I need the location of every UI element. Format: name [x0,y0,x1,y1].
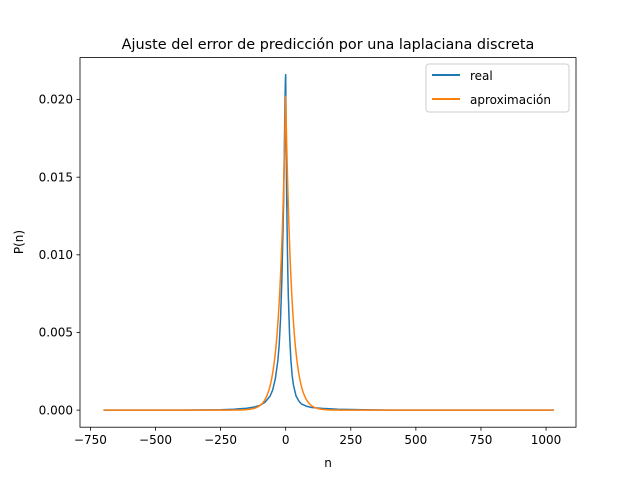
y-tick-label: 0.010 [39,248,73,262]
x-tick-label: 500 [404,433,427,447]
x-tick-label: 250 [339,433,362,447]
x-tick-label: 750 [470,433,493,447]
legend-label-real: real [470,69,493,83]
x-tick-label: −250 [204,433,237,447]
x-axis-label: n [324,456,332,470]
y-tick-label: 0.000 [39,403,73,417]
legend: real aproximación [425,63,570,113]
x-tick-label: −500 [139,433,172,447]
y-tick-label: 0.015 [39,170,73,184]
y-tick-label: 0.005 [39,326,73,340]
series-aproximacion-line [102,95,555,411]
series-layer [102,73,555,411]
series-real-line [103,73,554,411]
y-axis: 0.000 0.005 0.010 0.015 0.020 [39,93,80,417]
y-axis-label: P(n) [12,230,26,254]
x-tick-label: −750 [74,433,107,447]
y-tick-label: 0.020 [39,93,73,107]
legend-label-aproximacion: aproximación [470,93,551,107]
chart-title: Ajuste del error de predicción por una l… [122,37,535,53]
x-tick-label: 0 [282,433,290,447]
plot-frame [79,57,577,428]
x-axis: −750 −500 −250 0 250 500 750 1000 [74,427,561,447]
x-tick-label: 1000 [531,433,562,447]
legend-box [425,63,570,113]
